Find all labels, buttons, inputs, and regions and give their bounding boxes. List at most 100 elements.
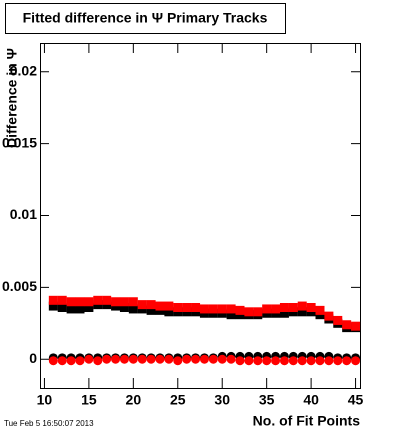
point [128, 354, 138, 364]
y-tick-label: 0.01 [10, 206, 37, 222]
point [75, 304, 85, 314]
point [199, 354, 209, 364]
point [253, 356, 263, 366]
y-tick-label: 0.015 [2, 134, 37, 150]
point [315, 356, 325, 366]
point [208, 304, 218, 314]
timestamp: Tue Feb 5 16:50:07 2013 [4, 419, 94, 428]
y-tick-label: 0.02 [10, 62, 37, 78]
point [146, 300, 156, 310]
point [48, 356, 58, 366]
x-tick-label: 25 [170, 392, 186, 408]
point [146, 305, 156, 315]
point [48, 295, 58, 305]
point [173, 303, 183, 312]
point [271, 356, 281, 366]
point [297, 356, 307, 366]
point [217, 354, 227, 364]
point [146, 354, 156, 364]
point [306, 356, 316, 366]
point [297, 307, 307, 317]
point [66, 297, 76, 307]
point [75, 297, 85, 307]
point [235, 305, 245, 315]
point [155, 301, 165, 311]
y-axis-label: Difference in Ψ [4, 48, 20, 148]
point [128, 297, 138, 307]
point [137, 300, 147, 310]
title-box [5, 3, 286, 34]
point [351, 356, 361, 366]
point [279, 303, 289, 312]
point [279, 356, 289, 366]
chart-title: Fitted difference in Ψ Primary Tracks [23, 10, 268, 26]
point [271, 304, 281, 314]
point [164, 307, 174, 317]
point [111, 297, 121, 307]
point [324, 311, 334, 321]
point [75, 356, 85, 366]
point [253, 307, 263, 317]
point [84, 297, 94, 307]
point [119, 297, 129, 307]
point [306, 303, 316, 312]
point [48, 301, 58, 311]
point [84, 354, 94, 364]
point [288, 303, 298, 312]
point [226, 304, 236, 314]
x-tick-label: 30 [214, 392, 230, 408]
point [244, 307, 254, 317]
point [235, 356, 245, 366]
point [182, 303, 192, 312]
x-tick-label: 10 [37, 392, 53, 408]
point [208, 354, 218, 364]
point [155, 354, 165, 364]
x-axis-label: No. of Fit Points [253, 413, 361, 429]
point [288, 356, 298, 366]
point [84, 303, 94, 312]
point [262, 304, 272, 314]
point [226, 354, 236, 364]
x-tick-label: 40 [303, 392, 319, 408]
point [102, 295, 112, 305]
point [173, 356, 183, 366]
point [333, 356, 343, 366]
point [333, 315, 343, 325]
point [57, 303, 67, 312]
point [324, 356, 334, 366]
point [182, 354, 192, 364]
x-tick-label: 15 [81, 392, 97, 408]
point [93, 356, 103, 366]
y-tick-label: 0.005 [2, 278, 37, 294]
point [119, 354, 129, 364]
point [191, 303, 201, 312]
point [66, 304, 76, 314]
point [164, 301, 174, 311]
point [57, 295, 67, 305]
point [93, 295, 103, 305]
point [111, 354, 121, 364]
point [102, 354, 112, 364]
point [128, 304, 138, 314]
point [66, 356, 76, 366]
point [279, 308, 289, 318]
y-tick-label: 0 [29, 350, 37, 366]
point [342, 356, 352, 366]
point [119, 303, 129, 312]
point [164, 354, 174, 364]
x-tick-label: 20 [126, 392, 142, 408]
point [315, 305, 325, 315]
point [137, 354, 147, 364]
x-tick-label: 45 [348, 392, 364, 408]
point [342, 320, 352, 330]
point [297, 301, 307, 311]
point [351, 321, 361, 331]
point [191, 354, 201, 364]
point [199, 304, 209, 314]
point [217, 304, 227, 314]
point [57, 356, 67, 366]
point [244, 356, 254, 366]
